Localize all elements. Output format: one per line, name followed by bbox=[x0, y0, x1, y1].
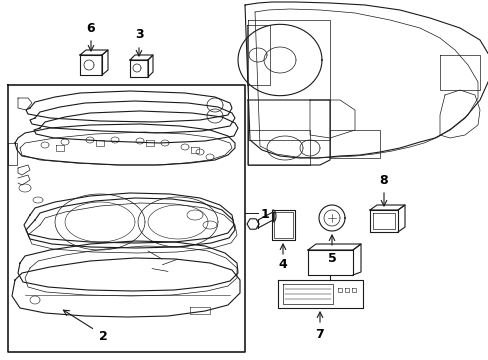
Text: 3: 3 bbox=[134, 28, 143, 41]
Text: 2: 2 bbox=[99, 330, 107, 343]
Text: 1: 1 bbox=[260, 208, 269, 221]
Text: 5: 5 bbox=[327, 252, 336, 265]
Text: 7: 7 bbox=[315, 328, 324, 342]
Text: 4: 4 bbox=[278, 258, 287, 271]
Text: 8: 8 bbox=[379, 174, 387, 186]
Text: 6: 6 bbox=[86, 22, 95, 35]
